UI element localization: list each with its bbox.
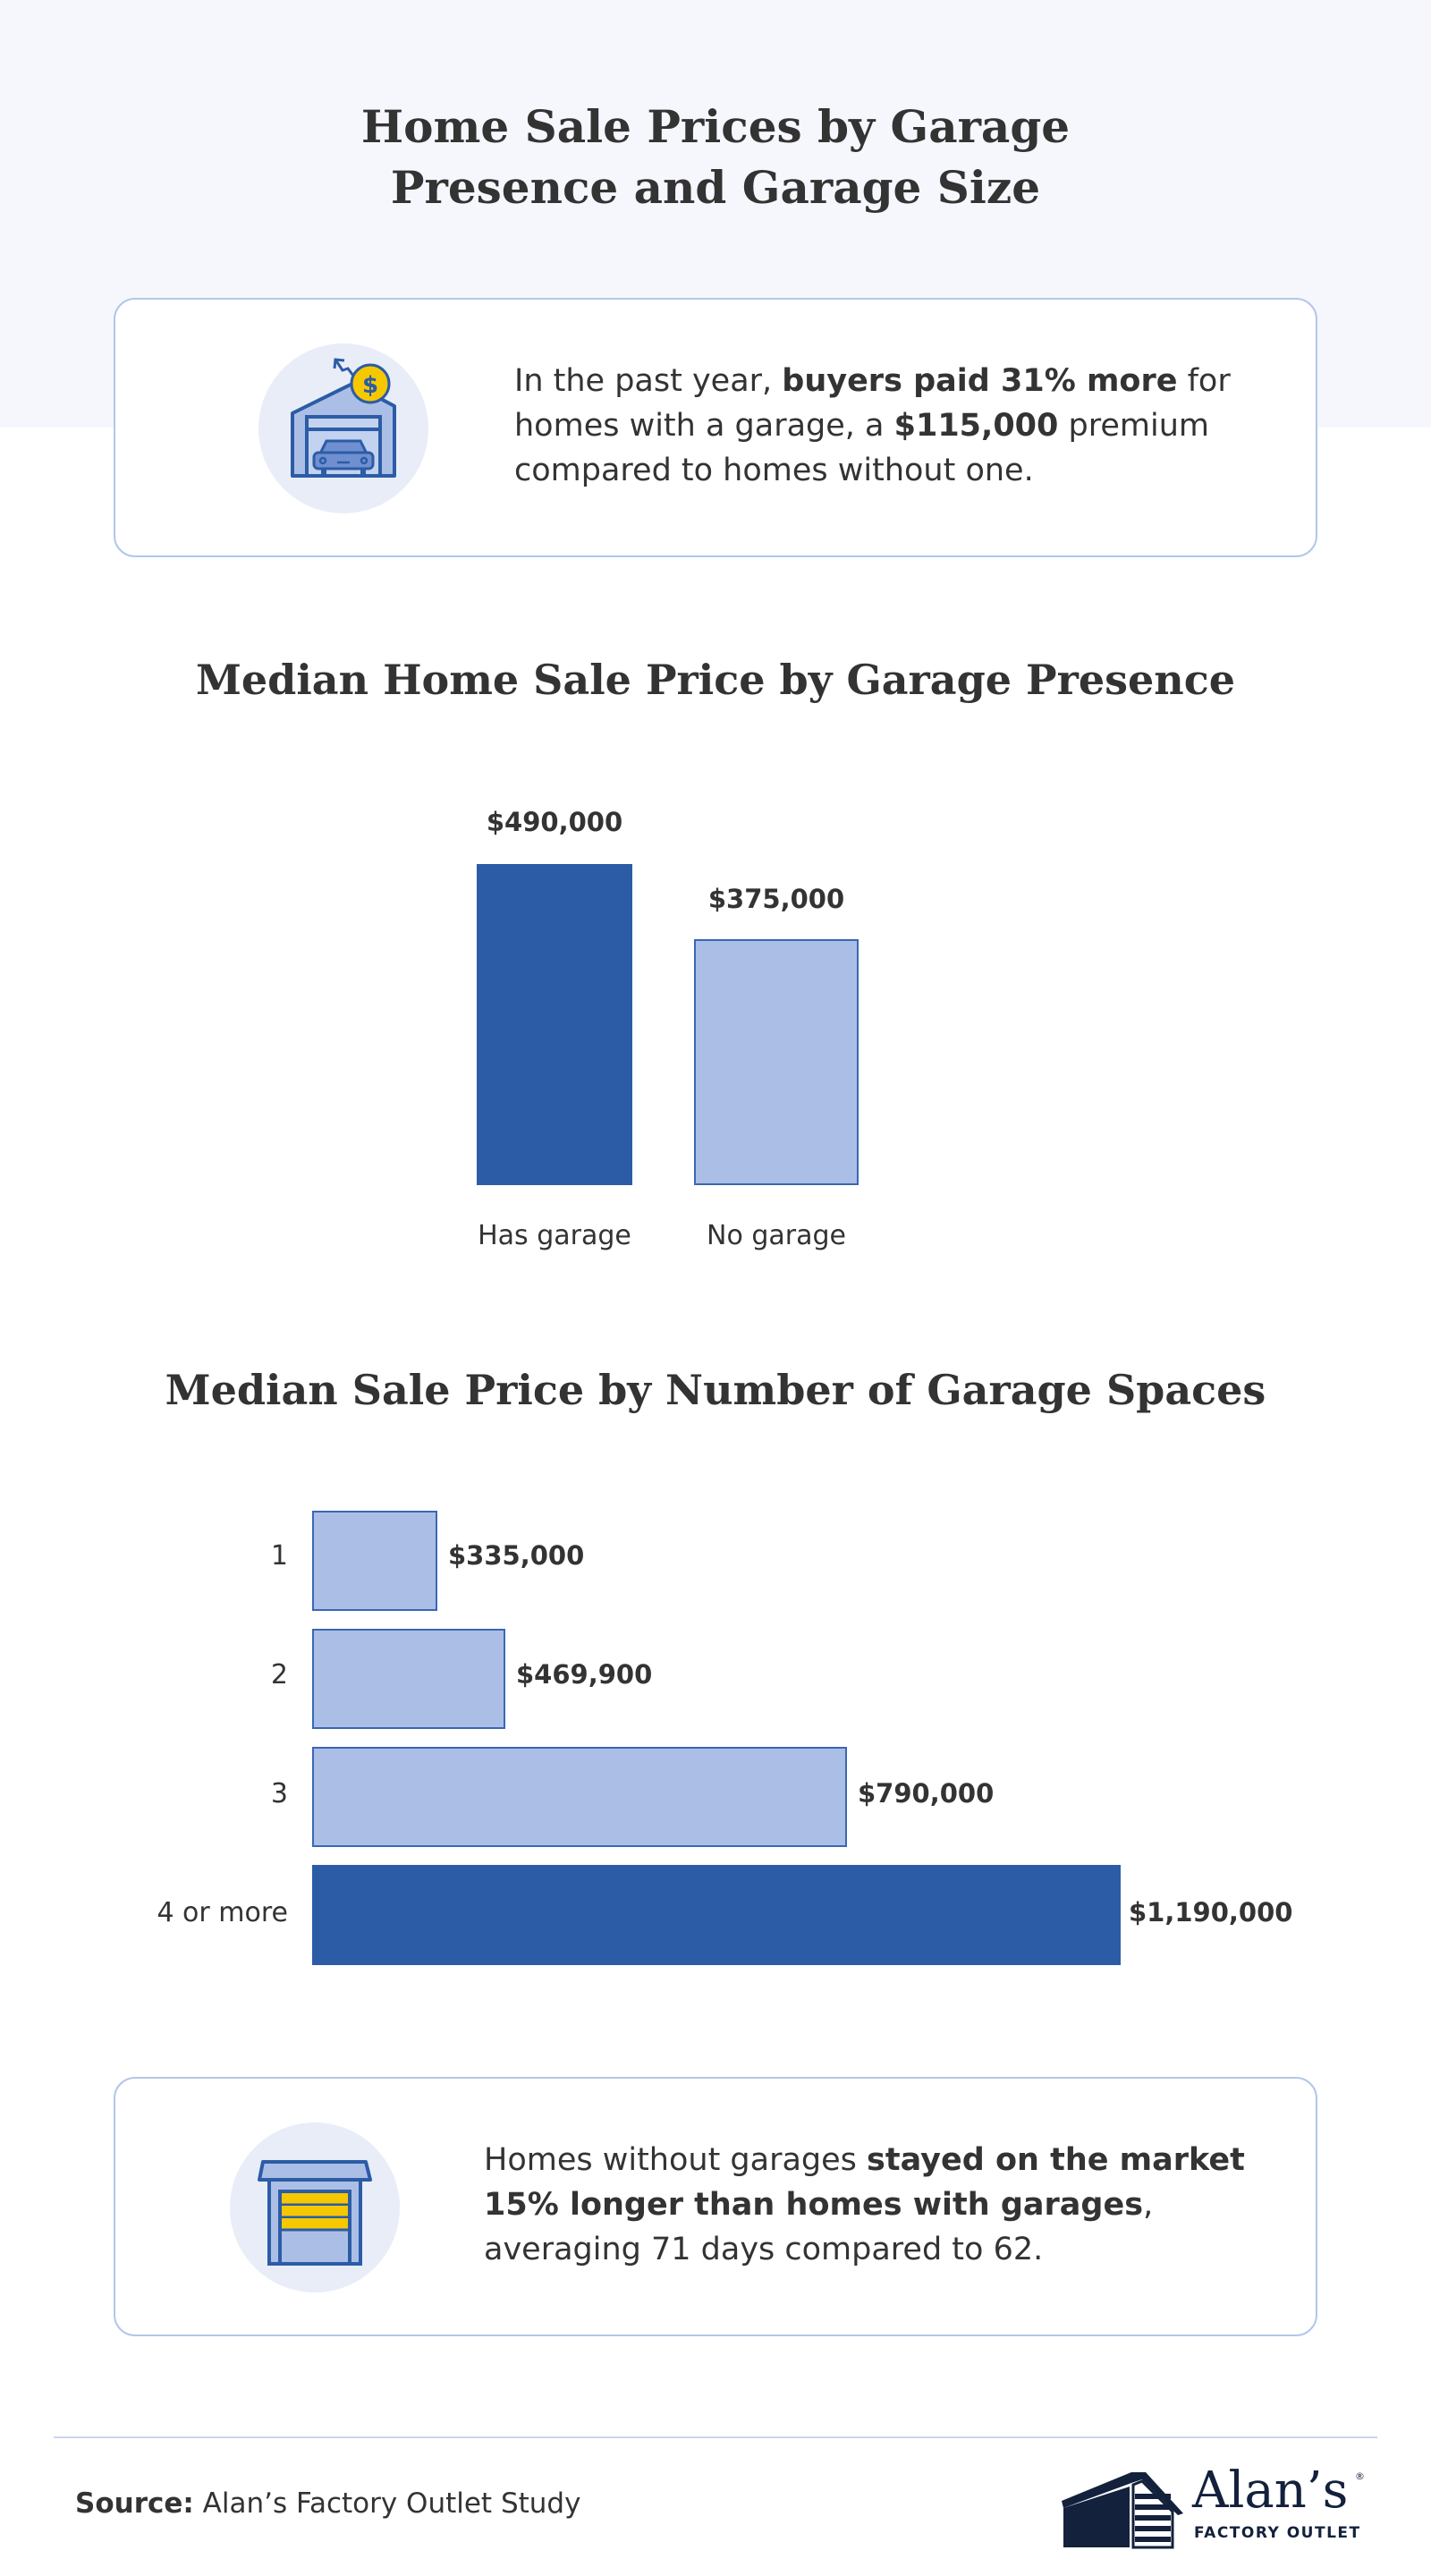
alans-factory-outlet-logo: Alan’s ® FACTORY OUTLET [1060,2462,1365,2549]
bar-value-label: $1,190,000 [1129,1897,1293,1928]
bar-value-label: $790,000 [858,1778,995,1809]
page-title-line-2: Presence and Garage Size [390,161,1041,214]
chart2-title: Median Sale Price by Number of Garage Sp… [165,1366,1266,1414]
page-title: Home Sale Prices by Garage Presence and … [0,97,1431,218]
bar-value-label: $469,900 [516,1659,653,1690]
bar-has-garage [477,864,632,1185]
row-label: 2 [270,1659,288,1690]
page-title-line-1: Home Sale Prices by Garage [360,100,1071,153]
bar-1-space [312,1511,437,1611]
garage-door-icon [230,2123,400,2292]
bar-value-label: $490,000 [486,807,623,837]
category-label: Has garage [478,1220,631,1251]
garage-logo-icon [1062,2472,1183,2549]
market-time-callout-card: Homes without garages stayed on the mark… [114,2077,1317,2336]
logo-subtitle: FACTORY OUTLET [1194,2524,1361,2542]
premium-callout-text: In the past year, buyers paid 31% more f… [514,363,1231,488]
logo-wordmark: Alan’s [1192,2462,1349,2520]
bar-3-spaces [312,1747,847,1847]
footer-divider [54,2436,1377,2438]
row-label: 1 [270,1540,288,1572]
premium-callout-card: $ In the past year, buyers paid 31% more… [114,298,1317,557]
registered-mark: ® [1355,2470,1365,2482]
row-label: 3 [270,1778,288,1809]
row-label: 4 or more [157,1897,288,1928]
source-note: Source: Alan’s Factory Outlet Study [75,2487,581,2520]
garage-car-price-up-icon: $ [258,343,428,513]
chart1-title: Median Home Sale Price by Garage Presenc… [195,656,1236,704]
category-label: No garage [707,1220,846,1251]
bar-4-or-more-spaces [312,1865,1121,1965]
bar-value-label: $335,000 [448,1540,585,1571]
bar-2-spaces [312,1629,505,1729]
bar-value-label: $375,000 [707,884,845,914]
market-time-callout-text: Homes without garages stayed on the mark… [484,2142,1245,2267]
svg-text:$: $ [362,372,378,399]
bar-no-garage [694,939,859,1185]
